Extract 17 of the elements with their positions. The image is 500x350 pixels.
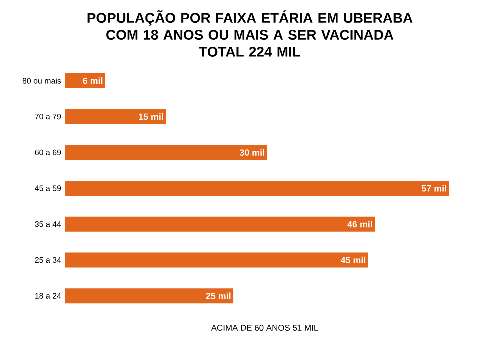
data-label: 30 mil (240, 149, 264, 156)
bar (65, 216, 376, 232)
chart-subtitle: TOTAL 224 MIL (199, 47, 300, 57)
data-label: 6 mil (83, 78, 103, 84)
data-label: 15 mil (139, 113, 164, 120)
chart-title: POPULAÇÃO POR FAIXA ETÁRIA EM UBERABA COM 18 ANOS OU MAIS A SER VACINADA (88, 10, 413, 40)
bar (65, 109, 166, 124)
data-label: 57 mil (422, 185, 446, 192)
data-label: 45 mil (340, 256, 366, 264)
bar (65, 145, 268, 160)
bar (65, 288, 234, 304)
bar (65, 252, 368, 268)
text: ACIMA DE 60 ANOS 51 MIL (211, 325, 318, 331)
bar (65, 181, 450, 196)
data-label: 25 mil (206, 292, 231, 300)
bar (65, 73, 106, 88)
data-label: 46 mil (348, 221, 372, 228)
